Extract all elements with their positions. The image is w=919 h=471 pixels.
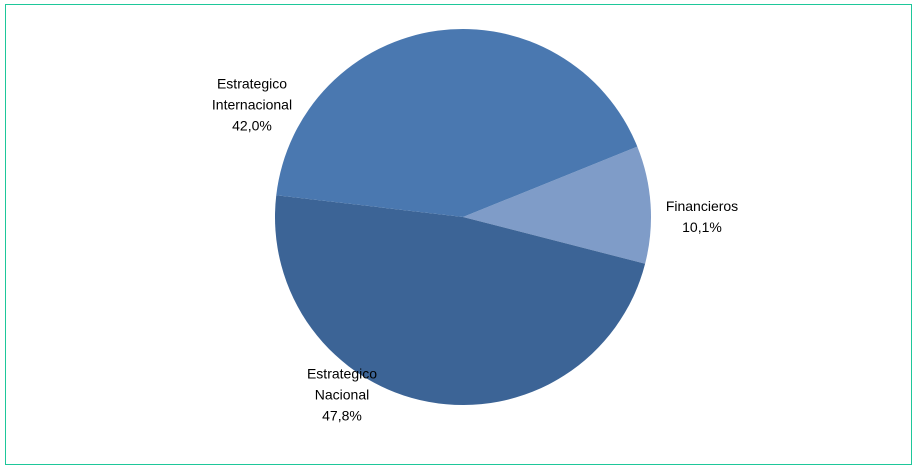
slice-value-label: 10,1% <box>682 219 722 235</box>
pie-slice-2 <box>276 28 638 217</box>
slice-name-label: Financieros <box>666 198 738 214</box>
slice-name-label: Nacional <box>315 387 369 403</box>
slice-name-label: Estrategico <box>307 366 377 382</box>
pie-slice-1 <box>274 195 646 406</box>
slice-value-label: 47,8% <box>322 408 362 424</box>
slice-label-1: Estrategico Nacional 47,8% <box>307 366 377 424</box>
slice-label-2: Estrategico Internacional 42,0% <box>212 76 292 134</box>
slice-value-label: 42,0% <box>232 118 272 134</box>
slice-name-label: Estrategico <box>217 76 287 92</box>
pie-slice-0 <box>463 146 652 264</box>
slice-label-0: Financieros 10,1% <box>666 198 738 235</box>
slice-name-label: Internacional <box>212 97 292 113</box>
